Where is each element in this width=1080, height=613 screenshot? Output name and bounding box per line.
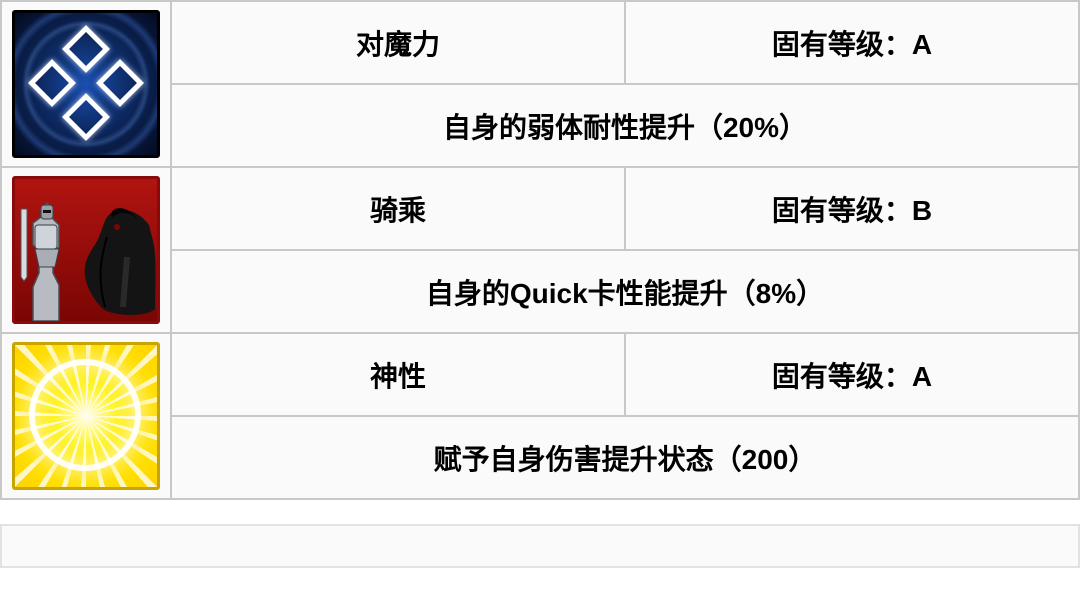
skill-name: 神性	[171, 333, 625, 416]
diamond-symbol	[38, 36, 134, 132]
skill-description: 自身的Quick卡性能提升（8%）	[171, 250, 1079, 333]
table-row: 神性 固有等级：A	[1, 333, 1079, 416]
skill-description: 自身的弱体耐性提升（20%）	[171, 84, 1079, 167]
skill-name: 对魔力	[171, 1, 625, 84]
skill-rank: 固有等级：B	[625, 167, 1079, 250]
magic-resistance-icon	[12, 10, 160, 158]
passive-skills-table: 对魔力 固有等级：A 自身的弱体耐性提升（20%）	[0, 0, 1080, 500]
skill-icon-cell	[1, 167, 171, 333]
skill-rank: 固有等级：A	[625, 333, 1079, 416]
skill-name: 骑乘	[171, 167, 625, 250]
sun-ring-icon	[29, 359, 141, 471]
table-row: 骑乘 固有等级：B	[1, 167, 1079, 250]
knight-shape-icon	[19, 201, 79, 321]
skill-icon-cell	[1, 1, 171, 167]
table-row: 对魔力 固有等级：A	[1, 1, 1079, 84]
skill-rank: 固有等级：A	[625, 1, 1079, 84]
divinity-icon	[12, 342, 160, 490]
skill-description: 赋予自身伤害提升状态（200）	[171, 416, 1079, 499]
riding-icon	[12, 176, 160, 324]
skill-icon-cell	[1, 333, 171, 499]
empty-section-divider	[0, 524, 1080, 568]
